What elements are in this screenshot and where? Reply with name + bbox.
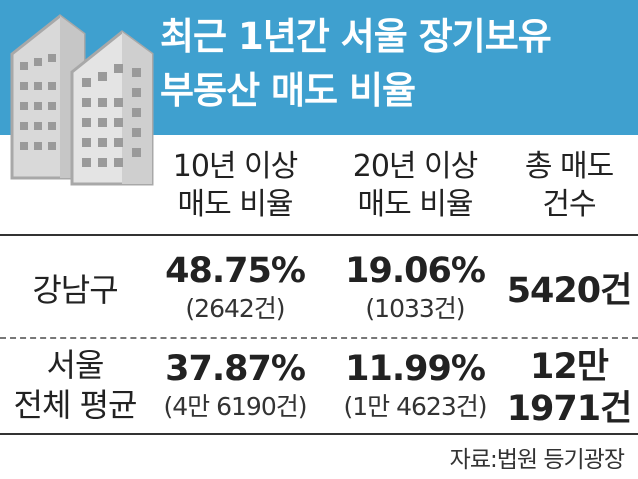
total-count-value: 1971건 xyxy=(506,389,633,429)
column-header-line: 총 매도 xyxy=(524,149,614,184)
count-value: (1033건) xyxy=(365,294,465,323)
apartment-buildings-icon xyxy=(10,14,154,186)
row-label-line: 서울 xyxy=(46,346,105,384)
gangnam-10yr-cell: 48.75% (2642건) xyxy=(150,250,320,326)
ratio-value: 48.75% xyxy=(165,251,306,291)
total-count-value: 5420건 xyxy=(506,271,633,311)
header-divider xyxy=(0,234,638,236)
ratio-value: 19.06% xyxy=(345,251,486,291)
title-line-2: 부동산 매도 비율 xyxy=(160,69,416,112)
column-header-20yr: 20년 이상 매도 비율 xyxy=(330,148,500,224)
ratio-value: 11.99% xyxy=(345,349,486,389)
seoul-20yr-cell: 11.99% (1만 4623건) xyxy=(330,348,500,424)
gangnam-20yr-cell: 19.06% (1033건) xyxy=(330,250,500,326)
row-divider xyxy=(0,337,638,339)
row-label-line: 강남구 xyxy=(32,271,118,309)
title-line-1: 최근 1년간 서울 장기보유 xyxy=(160,15,552,58)
ratio-value: 37.87% xyxy=(165,349,306,389)
row-label-gangnam: 강남구 xyxy=(0,270,150,310)
table-bottom-border xyxy=(0,433,638,435)
count-value: (2642건) xyxy=(185,294,285,323)
column-header-line: 건수 xyxy=(542,187,596,222)
column-header-total: 총 매도 건수 xyxy=(500,148,638,224)
column-header-line: 20년 이상 xyxy=(352,149,479,184)
count-value: (1만 4623건) xyxy=(343,392,488,421)
column-header-10yr: 10년 이상 매도 비율 xyxy=(150,148,320,224)
total-count-value: 12만 xyxy=(530,347,609,387)
source-note: 자료:법원 등기광장 xyxy=(449,447,625,473)
seoul-total-cell: 12만 1971건 xyxy=(500,346,638,430)
column-header-line: 10년 이상 xyxy=(172,149,299,184)
page-title: 최근 1년간 서울 장기보유 부동산 매도 비율 xyxy=(160,10,630,118)
row-label-line: 전체 평균 xyxy=(13,386,138,424)
row-label-seoul-average: 서울 전체 평균 xyxy=(0,345,150,425)
count-value: (4만 6190건) xyxy=(163,392,308,421)
front-building xyxy=(70,30,154,186)
seoul-10yr-cell: 37.87% (4만 6190건) xyxy=(150,348,320,424)
column-header-line: 매도 비율 xyxy=(177,187,294,222)
column-header-line: 매도 비율 xyxy=(357,187,474,222)
gangnam-total-cell: 5420건 xyxy=(500,270,638,312)
